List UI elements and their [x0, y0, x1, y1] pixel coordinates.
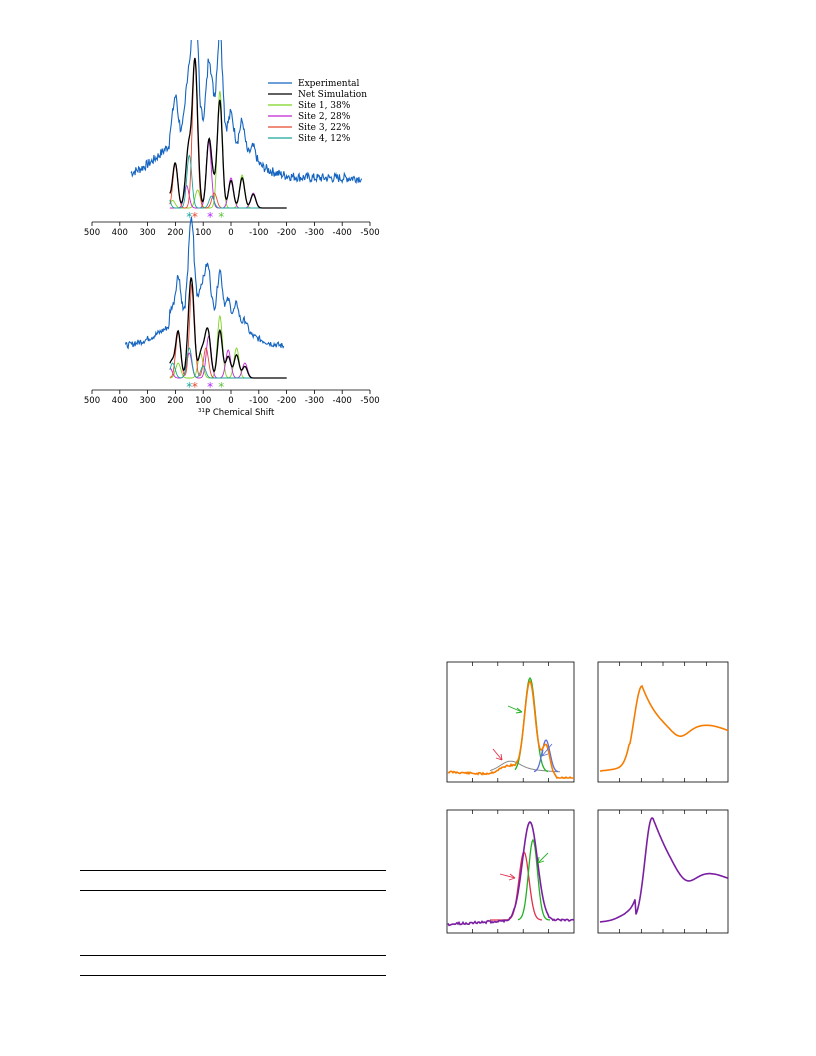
purple-line: [599, 817, 729, 923]
experimental-line: [124, 216, 285, 350]
x-tick-label: -200: [277, 396, 296, 406]
legend-label-net: Net Simulation: [298, 90, 367, 100]
grey-line: [489, 760, 560, 773]
table-top-rule: [80, 870, 386, 871]
nmr-panel-middle: * * * * 500 400 300 200 100 0 -100 -200 -300 -400 -50…: [84, 216, 380, 418]
site-marker: *: [192, 380, 198, 394]
table-rules: [80, 860, 386, 990]
experimental-line: [130, 40, 363, 185]
panel-bottom-right: [599, 817, 729, 923]
panel-frame-bottom-left: [446, 809, 575, 934]
x-tick-label: 400: [112, 228, 128, 238]
x-tick-label: -500: [360, 396, 379, 406]
net-simulation-line: [169, 276, 287, 379]
net-simulation-line: [169, 57, 287, 209]
panel-bottom-left: [447, 820, 575, 927]
x-tick-label: -100: [249, 228, 268, 238]
site-marker: *: [186, 210, 192, 224]
site-marker: *: [192, 210, 198, 224]
site-marker: *: [207, 210, 213, 224]
x-tick-label: 500: [84, 396, 100, 406]
legend-label-site4: Site 4, 12%: [298, 134, 351, 144]
site-4-line: [169, 154, 287, 209]
legend: Experimental Net Simulation Site 1, 38% …: [268, 79, 367, 144]
x-tick-label: -200: [277, 228, 296, 238]
arrow-red: [499, 873, 516, 881]
x-tick-label: -400: [333, 228, 352, 238]
nmr-panel-top: * * * * 500 400 300 200 100 0 -100 -200 -300 -400 -50…: [84, 40, 380, 238]
orange-line: [447, 679, 574, 780]
table-mid-rule: [80, 955, 386, 956]
table-header-rule: [80, 890, 386, 891]
site-marker: *: [207, 380, 213, 394]
x-tick-label: 100: [195, 228, 211, 238]
panel-frame-bottom-right: [597, 809, 729, 934]
x-tick-label: 500: [84, 228, 100, 238]
x-tick-label: 200: [167, 228, 183, 238]
x-tick-label: -400: [333, 396, 352, 406]
arrow-green: [537, 852, 549, 864]
nmr-figure: * * * * 500 400 300 200 100 0 -100 -200 -300 -400 -50…: [84, 40, 380, 418]
site-marker: *: [218, 380, 224, 394]
panel-top-right: [599, 684, 729, 772]
x-tick-label: -300: [305, 228, 324, 238]
site-marker: *: [186, 380, 192, 394]
x-axis-title: 31P Chemical Shift: [198, 408, 275, 418]
x-tick-label: 300: [139, 228, 155, 238]
arrow-green: [507, 705, 523, 714]
x-tick-label: 300: [139, 396, 155, 406]
arrow-red: [492, 748, 503, 761]
axis-title-superscript: 31: [198, 408, 205, 414]
legend-label-site1: Site 1, 38%: [298, 101, 351, 111]
arrow-blue: [541, 743, 553, 757]
x-tick-label: -500: [360, 228, 379, 238]
green-line: [517, 838, 550, 921]
axis-title-main: P Chemical Shift: [205, 408, 275, 418]
table-bottom-rule: [80, 975, 386, 976]
x-tick-label: 400: [112, 396, 128, 406]
x-tick-label: 100: [195, 396, 211, 406]
x-tick-label: -300: [305, 396, 324, 406]
x-tick-label: 0: [228, 396, 233, 406]
x-tick-label: 0: [228, 228, 233, 238]
legend-label-site3: Site 3, 22%: [298, 123, 351, 133]
legend-label-experimental: Experimental: [298, 79, 360, 89]
green-line: [514, 676, 549, 773]
orange-line: [599, 684, 729, 772]
legend-label-site2: Site 2, 28%: [298, 112, 351, 122]
frame-ticks: [472, 662, 707, 933]
blue-line: [533, 739, 559, 773]
panel-top-left: [447, 676, 574, 780]
x-tick-label: 200: [167, 396, 183, 406]
x-tick-label: -100: [249, 396, 268, 406]
xas-figure: [446, 661, 729, 934]
red-line: [490, 850, 543, 921]
site-marker: *: [218, 210, 224, 224]
purple-line: [447, 820, 575, 927]
panel-frame-top-left: [446, 661, 575, 783]
